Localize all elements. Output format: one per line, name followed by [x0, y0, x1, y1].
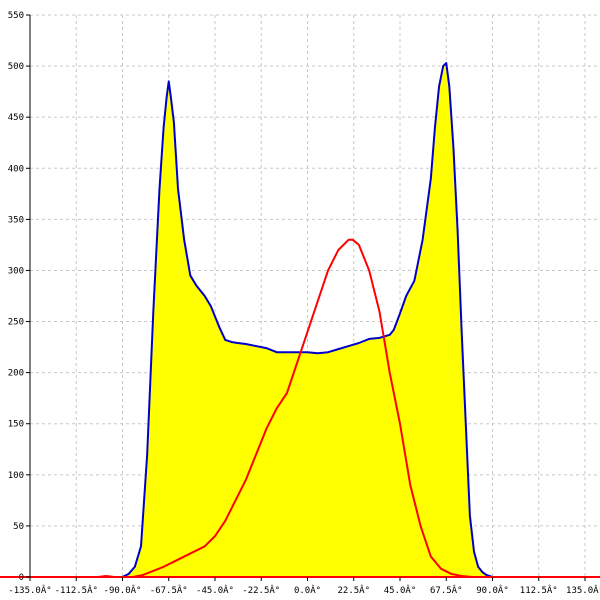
series-areas [30, 63, 585, 577]
x-tick-label: -112.5Â° [55, 584, 98, 596]
series-lines [0, 62, 600, 578]
x-tick-label: -90.0Â° [104, 584, 142, 596]
x-tick-label: 0.0Â° [294, 584, 321, 596]
y-tick-label: 450 [8, 113, 24, 123]
y-tick-labels: 0 50 100 150 200 250 300 350 400 450 500 550 [8, 11, 24, 583]
x-tick-label: 22.5Â° [337, 584, 370, 596]
x-tick-label: 135.0Â° [566, 584, 600, 596]
y-tick-label: 50 [13, 522, 24, 532]
y-tick-label: 350 [8, 215, 24, 225]
x-tick-label: -22.5Â° [242, 584, 280, 596]
y-tick-label: 150 [8, 420, 24, 430]
x-tick-label: 67.5Â° [430, 584, 463, 596]
x-tick-labels: -135.0Â° -112.5Â° -90.0Â° -67.5Â° -45.0Â° -22… [8, 584, 600, 596]
y-tick-label: 300 [8, 266, 24, 276]
y-tick-label: 200 [8, 369, 24, 379]
series-0-line [30, 62, 585, 578]
series-1-line [30, 238, 585, 578]
x-tick-label: -45.0Â° [196, 584, 234, 596]
y-tick-label: 550 [8, 11, 24, 21]
y-tick-label: 100 [8, 471, 24, 481]
y-tick-label: 400 [8, 164, 24, 174]
x-tick-label: -135.0Â° [8, 584, 51, 596]
series-0-area [30, 63, 585, 577]
y-tick-label: 0 [19, 573, 24, 583]
y-tick-label: 250 [8, 318, 24, 328]
x-tick-label: -67.5Â° [150, 584, 188, 596]
x-tick-label: 112.5Â° [520, 584, 558, 596]
tick-marks [26, 14, 586, 581]
x-tick-label: 45.0Â° [384, 584, 417, 596]
x-tick-label: 90.0Â° [476, 584, 509, 596]
y-tick-label: 500 [8, 62, 24, 72]
